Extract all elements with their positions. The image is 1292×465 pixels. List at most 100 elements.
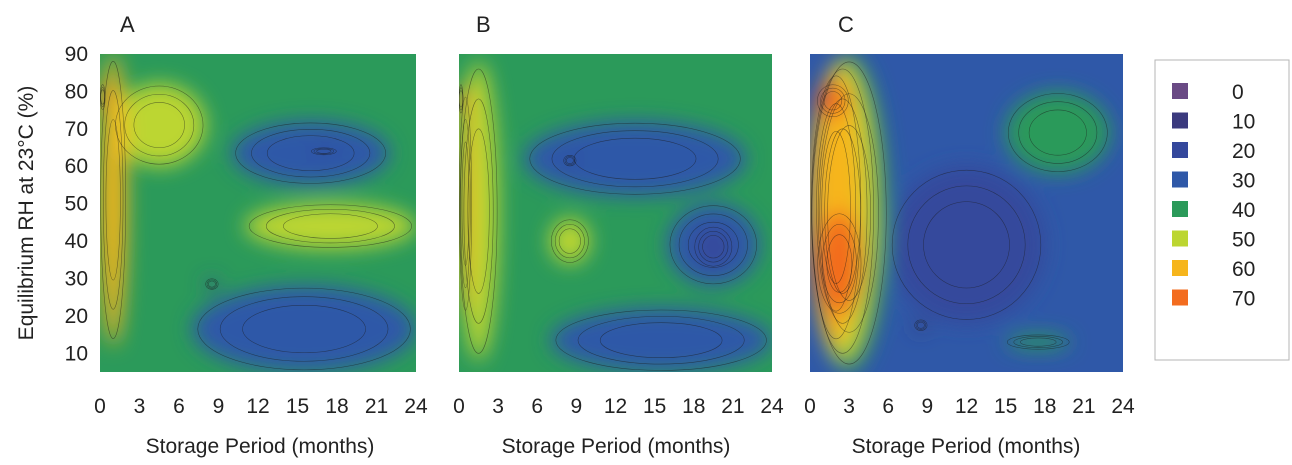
legend-swatch [1172,142,1188,158]
contour-line [460,119,471,289]
contour-line [311,147,337,156]
contour-line [687,221,739,268]
contour-region [459,83,465,114]
contour-line [205,278,219,290]
x-tick-label: 12 [246,395,269,418]
contour-line [206,279,218,289]
legend-swatch [1172,171,1188,188]
contour-line [248,204,412,248]
contour-line [124,93,195,157]
contour-line [1028,109,1087,156]
contour-line [283,213,378,239]
contour-line [702,235,725,259]
contour-line [1020,337,1057,347]
x-tick-label: 3 [134,395,146,418]
contour-line [219,296,389,362]
x-tick-label: 15 [994,395,1017,418]
x-tick-label: 21 [365,395,388,418]
legend-swatch [1172,112,1188,129]
y-axis-label: Equilibrium RH at 23°C (%) [15,86,38,341]
contour-line [1006,334,1070,350]
contour-line [563,155,577,167]
legend-swatch [1172,289,1188,306]
contour-line [1018,101,1098,164]
contour-region [550,308,772,372]
y-tick-label: 20 [65,305,88,328]
contour-region [524,121,746,197]
contour-region [888,166,1045,324]
contour-line [811,75,862,340]
y-tick-label: 40 [65,230,88,253]
x-tick-label: 3 [492,395,504,418]
x-tick-label: 21 [721,395,744,418]
contour-line [577,316,745,365]
contour-line [916,321,925,329]
contour-line [463,98,494,324]
contour-region [816,83,850,118]
contour-line [100,86,105,108]
contour-line [197,287,411,371]
contour-region [1005,91,1110,174]
contour-line [826,234,853,293]
panel-b: B 0 3 6 9 12 15 18 21 24 Storage Period (months) [453,12,784,458]
x-tick-label: 18 [1033,395,1056,418]
y-tick-label: 80 [65,80,88,103]
contour-line [467,128,490,294]
x-tick-labels: 0 3 6 9 12 15 18 21 24 [804,395,1135,418]
y-tick-label: 10 [65,342,88,365]
contour-line [811,68,874,354]
legend-swatch [1172,201,1188,217]
contour-line [1007,93,1108,172]
contour-line [242,305,366,353]
contour-line [103,90,124,310]
contour-line [459,96,472,311]
x-tick-label: 0 [94,395,106,418]
x-tick-label: 9 [922,395,934,418]
x-tick-label: 3 [843,395,855,418]
contour-line [459,68,498,354]
panel-c: C 0 3 6 9 12 15 18 21 24 Storage Period (months) [804,12,1135,458]
x-axis-label: Storage Period (months) [852,435,1081,458]
contour-line [565,157,574,164]
y-tick-label: 30 [65,267,88,290]
panel-letter: C [838,12,854,37]
contour-plot-area [810,54,1123,372]
contour-region [231,121,390,185]
y-tick-label: 60 [65,155,88,178]
contour-line [316,148,332,154]
legend-label: 70 [1232,288,1255,311]
contour-line [100,84,106,110]
contour-plot-area [459,54,772,372]
contour-region [192,285,416,372]
x-tick-label: 12 [604,395,627,418]
contour-line [266,135,355,171]
legend-swatch [1172,83,1188,99]
x-tick-label: 24 [1111,395,1135,418]
panel-letter: A [120,12,135,37]
contour-region [244,203,416,249]
legend-label: 10 [1232,111,1255,134]
x-tick-label: 24 [404,395,428,418]
contour-region [100,83,107,111]
contour-line [265,208,395,244]
x-tick-label: 6 [882,395,894,418]
contour-line [914,319,928,331]
x-axis-label: Storage Period (months) [146,435,375,458]
y-tick-label: 70 [65,118,88,141]
contour-line [816,103,856,312]
x-axis-label: Storage Period (months) [502,435,731,458]
x-tick-label: 21 [1072,395,1095,418]
legend-label: 40 [1232,199,1255,222]
x-tick-label: 15 [286,395,309,418]
x-tick-label: 9 [571,395,583,418]
legend-label: 30 [1232,170,1255,193]
x-tick-label: 0 [453,395,465,418]
contour-line [817,84,849,118]
x-tick-label: 18 [682,395,705,418]
contour-line [529,122,741,195]
contour-line [313,148,334,155]
x-tick-label: 15 [643,395,666,418]
contour-line [105,119,121,281]
contour-line [461,141,470,266]
